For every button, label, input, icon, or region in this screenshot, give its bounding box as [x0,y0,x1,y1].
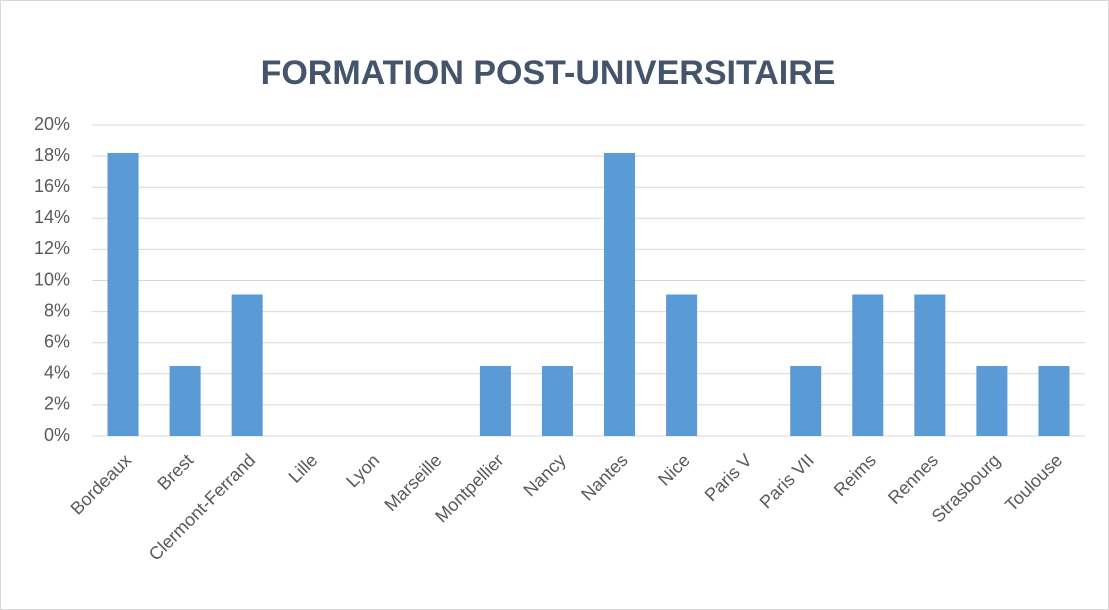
bar [666,294,698,436]
bar [169,366,201,436]
y-tick-label: 20% [34,114,70,134]
y-tick-label: 0% [44,425,70,445]
y-tick-label: 16% [34,176,70,196]
bar [604,152,636,437]
chart-title: FORMATION POST-UNIVERSITAIRE [261,54,836,92]
bar [231,294,263,436]
y-tick-label: 14% [34,207,70,227]
bar [914,294,946,436]
bar [107,152,139,437]
y-tick-label: 2% [44,394,70,414]
bar [790,366,822,436]
y-tick-label: 18% [34,145,70,165]
bar [1038,366,1070,436]
bar [852,294,884,436]
y-tick-label: 4% [44,363,70,383]
y-tick-label: 8% [44,300,70,320]
bar [479,366,511,436]
bar [976,366,1008,436]
y-tick-label: 6% [44,331,70,351]
y-tick-label: 10% [34,269,70,289]
y-tick-label: 12% [34,238,70,258]
bar [541,366,573,436]
